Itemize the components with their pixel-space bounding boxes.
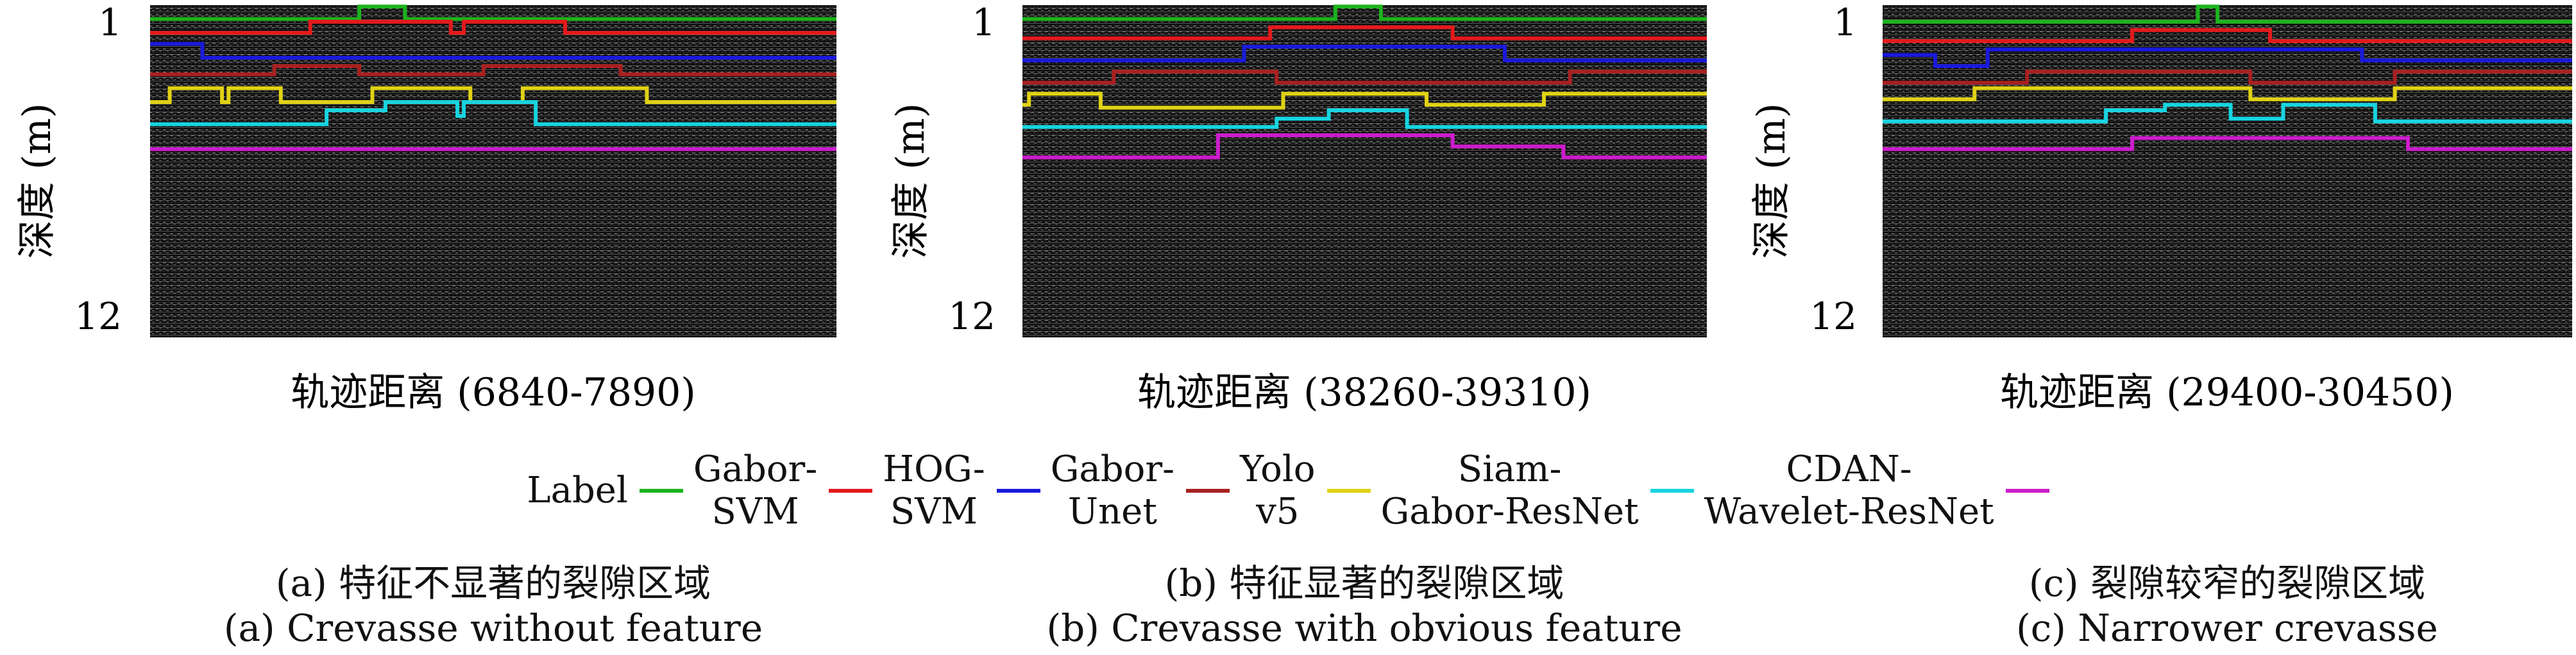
captions-cn: (a) 特征不显著的裂隙区域 (b) 特征显著的裂隙区域 (c) 裂隙较窄的裂隙… (0, 553, 2576, 605)
series-line-cdan-wavelet-resnet (1883, 136, 2572, 151)
captions-en: (a) Crevasse without feature (b) Crevass… (0, 606, 2576, 651)
caption-cn-b: (b) 特征显著的裂隙区域 (1164, 561, 1564, 605)
legend-label: HOG- SVM (883, 448, 985, 532)
series-line-label (1022, 4, 1707, 21)
series-line-yolo-v5 (1022, 92, 1707, 110)
radargram-a-texture (150, 5, 836, 337)
series-line-gabor-svm (1883, 28, 2572, 44)
legend-item-yolo-v5: Yolo v5 (1240, 448, 1371, 533)
caption-en-b: (b) Crevasse with obvious feature (1046, 606, 1682, 650)
series-line-gabor-unet (1022, 69, 1707, 85)
legend-label: Siam- Gabor-ResNet (1380, 448, 1639, 532)
legend: Label Gabor- SVM HOG- SVM Gabor- Unet Yo… (0, 443, 2576, 539)
legend-swatch (829, 489, 873, 493)
legend-label: Label (527, 470, 628, 511)
legend-item-hog-svm: HOG- SVM (883, 448, 1040, 533)
series-line-siam-gabor-resnet (1022, 108, 1707, 129)
legend-item-gabor-svm: Gabor- SVM (693, 448, 873, 533)
series-line-hog-svm (1022, 44, 1707, 63)
legend-swatch (1326, 489, 1371, 493)
radargram-b-texture (1022, 5, 1707, 337)
series-line-gabor-unet (150, 64, 836, 76)
ytick-bottom-a: 12 (74, 294, 122, 338)
series-line-cdan-wavelet-resnet (1022, 133, 1707, 160)
legend-label: Yolo v5 (1240, 448, 1316, 532)
legend-swatch (1650, 489, 1694, 493)
series-line-hog-svm (150, 42, 836, 60)
legend-item-label: Label (527, 470, 683, 512)
series-line-yolo-v5 (1883, 86, 2572, 101)
panel-b: 1 12 深度 (m) 轨迹距离 (38260-39310) (888, 1, 1707, 415)
legend-label: CDAN- Wavelet-ResNet (1704, 448, 1994, 532)
legend-label: Gabor- SVM (693, 448, 818, 532)
ytick-top-a: 1 (98, 1, 122, 44)
series-line-label (150, 4, 836, 21)
ytick-bottom-c: 12 (1809, 294, 1857, 338)
ylabel-b: 深度 (m) (888, 103, 933, 259)
series-line-gabor-unet (1883, 69, 2572, 85)
ytick-bottom-b: 12 (948, 294, 996, 338)
ytick-top-c: 1 (1833, 1, 1857, 44)
legend-swatch (2005, 489, 2049, 493)
legend-swatch (1186, 489, 1230, 493)
caption-en-a: (a) Crevasse without feature (223, 606, 763, 650)
series-line-label (1883, 4, 2572, 24)
charts-area: 1 12 深度 (m) 轨迹距离 (6840-7890) 1 12 深度 (m)… (15, 1, 2572, 415)
caption-cn-c: (c) 裂隙较窄的裂隙区域 (2028, 561, 2426, 605)
panel-a: 1 12 深度 (m) 轨迹距离 (6840-7890) (15, 1, 836, 415)
panel-c: 1 12 深度 (m) 轨迹距离 (29400-30450) (1749, 1, 2572, 415)
series-layer-c (1883, 4, 2572, 151)
caption-en-c: (c) Narrower crevasse (2016, 606, 2438, 650)
legend-item-siam-gabor-resnet: Siam- Gabor-ResNet (1381, 448, 1694, 533)
ylabel-c: 深度 (m) (1749, 103, 1794, 259)
xlabel-c: 轨迹距离 (29400-30450) (2000, 370, 2454, 415)
series-line-gabor-svm (1022, 25, 1707, 40)
series-layer-b (1022, 4, 1707, 160)
caption-cn-a: (a) 特征不显著的裂隙区域 (275, 561, 711, 605)
ylabel-a: 深度 (m) (15, 103, 60, 259)
series-layer-a (150, 4, 836, 151)
xlabel-a: 轨迹距离 (6840-7890) (291, 370, 696, 415)
series-line-gabor-svm (150, 19, 836, 35)
xlabel-b: 轨迹距离 (38260-39310) (1137, 370, 1591, 415)
legend-item-gabor-unet: Gabor- Unet (1051, 448, 1230, 533)
legend-swatch (639, 489, 683, 493)
series-line-hog-svm (1883, 47, 2572, 68)
series-line-siam-gabor-resnet (150, 100, 836, 126)
series-line-siam-gabor-resnet (1883, 103, 2572, 124)
legend-item-cdan-wavelet-resnet: CDAN- Wavelet-ResNet (1704, 448, 2049, 533)
legend-label: Gabor- Unet (1050, 448, 1175, 532)
series-line-yolo-v5 (150, 86, 836, 105)
legend-swatch (996, 489, 1040, 493)
ytick-top-b: 1 (972, 1, 996, 44)
